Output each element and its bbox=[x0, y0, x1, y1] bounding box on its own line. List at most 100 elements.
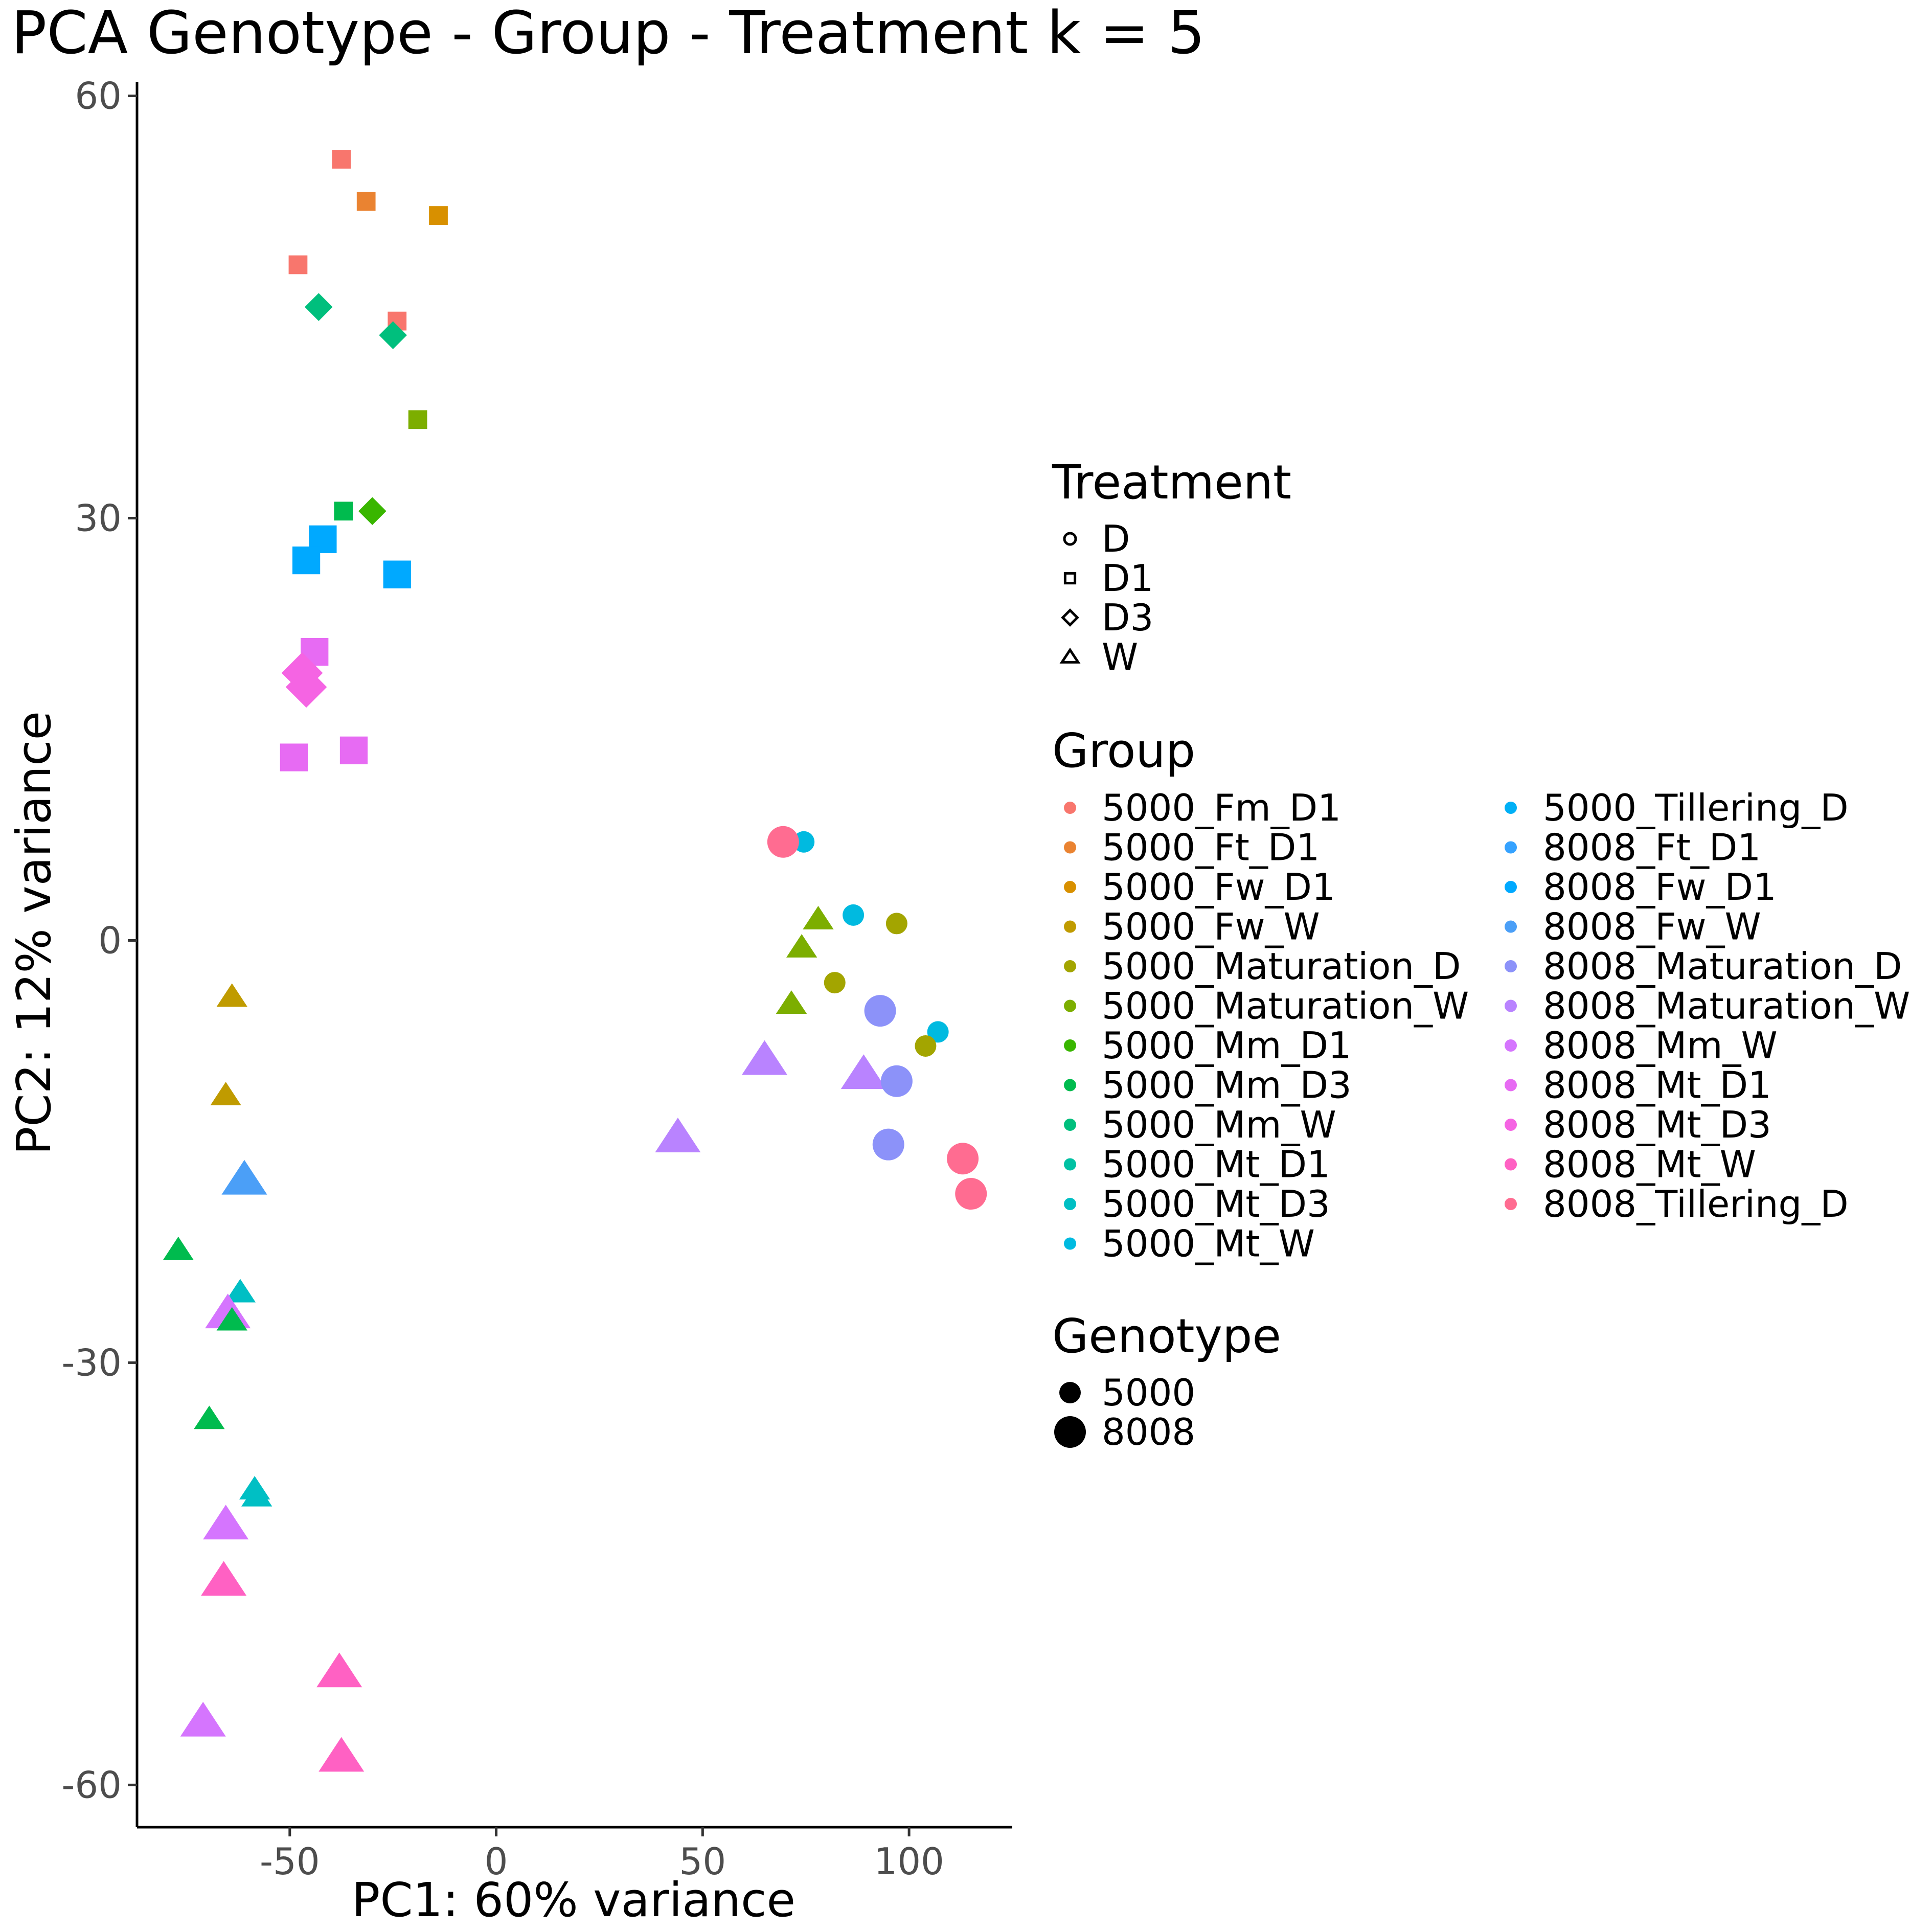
data-point bbox=[383, 560, 411, 588]
legend-key-genotype bbox=[1054, 1416, 1086, 1448]
x-axis-title: PC1: 60% variance bbox=[352, 1873, 795, 1927]
legend-key-group bbox=[1505, 1119, 1517, 1131]
data-point bbox=[843, 904, 865, 926]
data-point bbox=[824, 972, 846, 994]
plot-panel: -50 0 50 100 60 30 0 -30 -60 bbox=[61, 75, 1012, 1883]
data-point bbox=[429, 206, 448, 225]
legend-title-genotype: Genotype bbox=[1052, 1309, 1281, 1363]
legend-key-group bbox=[1064, 999, 1076, 1012]
legend-label-group: 8008_Maturation_W bbox=[1543, 985, 1910, 1028]
data-point bbox=[292, 546, 321, 575]
data-point bbox=[241, 1483, 272, 1507]
legend-label-group: 5000_Maturation_W bbox=[1102, 985, 1469, 1028]
y-tick-label: 0 bbox=[98, 919, 122, 962]
legend-label-group: 5000_Mt_D3 bbox=[1102, 1183, 1330, 1225]
legend-key-group bbox=[1505, 1079, 1517, 1092]
legend-label-group: 8008_Maturation_D bbox=[1543, 945, 1902, 988]
data-point bbox=[280, 743, 308, 771]
y-tick-label: 30 bbox=[75, 497, 122, 540]
data-point bbox=[358, 497, 387, 526]
legend-label-genotype: 8008 bbox=[1102, 1411, 1195, 1453]
legend-label-group: 8008_Tillering_D bbox=[1543, 1183, 1849, 1225]
legend-key-group bbox=[1505, 1039, 1517, 1052]
legend-label-group: 8008_Ft_D1 bbox=[1543, 826, 1761, 869]
legend-key-group bbox=[1064, 1079, 1076, 1092]
legend-label-group: 5000_Mm_D1 bbox=[1102, 1024, 1352, 1067]
legend-label-group: 8008_Mt_D3 bbox=[1543, 1103, 1771, 1146]
x-tick-label: 0 bbox=[485, 1840, 508, 1883]
data-point bbox=[379, 321, 407, 349]
legend-key-genotype bbox=[1059, 1382, 1081, 1403]
y-tick-label: 60 bbox=[75, 75, 122, 118]
legend-label-group: 5000_Fm_D1 bbox=[1102, 786, 1341, 829]
legend-key-group bbox=[1505, 1158, 1517, 1171]
data-point bbox=[319, 1737, 365, 1772]
y-axis-title: PC2: 12% variance bbox=[7, 711, 61, 1155]
legend-label-genotype: 5000 bbox=[1102, 1371, 1195, 1414]
legend-key-group bbox=[1064, 881, 1076, 893]
legend-label-group: 8008_Mt_W bbox=[1543, 1143, 1756, 1186]
legend-label-group: 5000_Tillering_D bbox=[1543, 786, 1849, 829]
data-point bbox=[885, 913, 907, 935]
legend-key-group bbox=[1505, 999, 1517, 1012]
data-point bbox=[221, 1160, 267, 1195]
data-point bbox=[339, 736, 368, 764]
data-point bbox=[216, 1307, 247, 1331]
legend-label-treatment: W bbox=[1102, 635, 1138, 678]
x-tick-label: 50 bbox=[679, 1840, 726, 1883]
data-point bbox=[316, 1652, 362, 1688]
legend-label-treatment: D1 bbox=[1102, 557, 1153, 600]
legend-key-group bbox=[1505, 920, 1517, 933]
legend-label-group: 8008_Fw_W bbox=[1543, 905, 1761, 948]
data-point bbox=[915, 1035, 937, 1057]
y-tick-label: -30 bbox=[61, 1341, 122, 1384]
legend-key-group bbox=[1064, 1158, 1076, 1171]
data-point bbox=[224, 1279, 256, 1303]
legend-title-group: Group bbox=[1052, 723, 1195, 778]
legend-label-group: 8008_Fw_D1 bbox=[1543, 866, 1777, 908]
data-point bbox=[163, 1236, 194, 1260]
data-point bbox=[201, 1561, 247, 1596]
legend-label-treatment: D3 bbox=[1102, 596, 1153, 639]
legend-label-group: 8008_Mt_D1 bbox=[1543, 1064, 1771, 1107]
legend-key-group bbox=[1064, 920, 1076, 933]
y-tick-label: -60 bbox=[61, 1763, 122, 1806]
data-point bbox=[840, 1054, 887, 1089]
legend-label-group: 5000_Mt_D1 bbox=[1102, 1143, 1330, 1186]
legend-key-square bbox=[1063, 572, 1077, 585]
legend-key-group bbox=[1064, 1237, 1076, 1250]
data-point bbox=[356, 192, 376, 211]
data-point bbox=[210, 1082, 241, 1106]
legend-label-group: 5000_Fw_W bbox=[1102, 905, 1320, 948]
legend-label-treatment: D bbox=[1102, 517, 1130, 560]
data-point bbox=[332, 150, 351, 169]
data-point bbox=[864, 995, 896, 1027]
chart-title: PCA Genotype - Group - Treatment k = 5 bbox=[11, 0, 1205, 67]
legend-key-triangle bbox=[1059, 647, 1081, 664]
data-point bbox=[872, 1128, 904, 1161]
legend-key-group bbox=[1064, 1039, 1076, 1052]
data-point bbox=[194, 1405, 225, 1429]
data-point bbox=[947, 1143, 979, 1175]
data-point bbox=[927, 1021, 949, 1043]
data-point bbox=[793, 831, 815, 853]
data-point bbox=[880, 1065, 913, 1097]
legend-key-group bbox=[1064, 841, 1076, 854]
legend-label-group: 5000_Mm_W bbox=[1102, 1103, 1336, 1146]
data-point bbox=[655, 1118, 701, 1152]
legend-label-group: 5000_Ft_D1 bbox=[1102, 826, 1320, 869]
legend-label-group: 8008_Mm_W bbox=[1543, 1024, 1778, 1067]
data-point bbox=[776, 990, 807, 1014]
legend-label-group: 5000_Maturation_D bbox=[1102, 945, 1461, 988]
legend-key-group bbox=[1505, 1198, 1517, 1210]
data-point bbox=[803, 905, 834, 929]
data-point bbox=[955, 1178, 987, 1210]
data-point bbox=[180, 1701, 226, 1737]
legend-key-group bbox=[1064, 960, 1076, 972]
legend-key-group bbox=[1064, 1119, 1076, 1131]
legend-label-group: 5000_Mt_W bbox=[1102, 1222, 1315, 1265]
legend-label-group: 5000_Mm_D3 bbox=[1102, 1064, 1352, 1107]
legend-label-group: 5000_Fw_D1 bbox=[1102, 866, 1335, 908]
data-point bbox=[216, 983, 247, 1007]
